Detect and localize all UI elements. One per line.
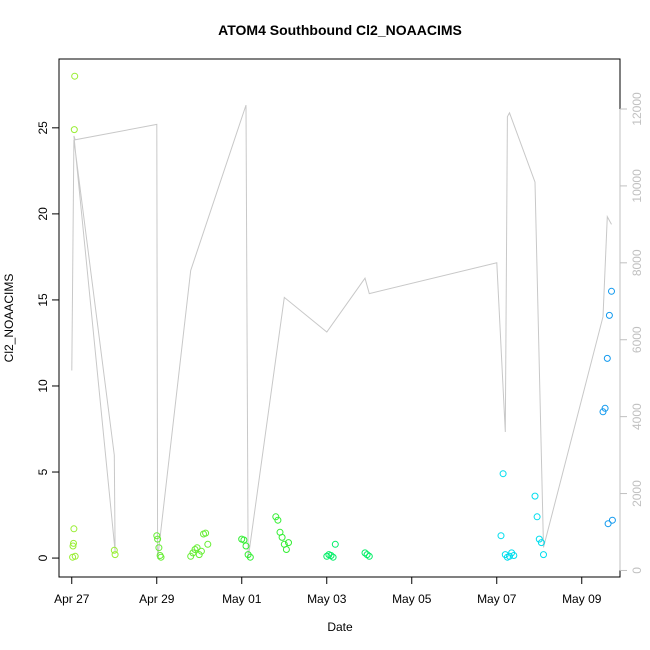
data-point — [204, 540, 212, 548]
data-point — [601, 404, 609, 412]
data-point — [272, 513, 280, 521]
data-point — [70, 126, 78, 134]
data-point — [157, 553, 165, 561]
y-axis-label: Cl2_NOAACIMS — [2, 274, 16, 363]
data-point — [278, 533, 286, 541]
data-point — [69, 542, 77, 550]
y-tick-label: 20 — [36, 207, 50, 221]
chart-title: ATOM4 Southbound Cl2_NOAACIMS — [218, 22, 462, 38]
data-point — [153, 532, 161, 540]
data-point — [608, 287, 615, 295]
data-point — [193, 544, 201, 552]
data-point — [540, 551, 547, 559]
y-axis-left: 0 5 10 15 20 25 — [36, 121, 60, 561]
data-point — [506, 552, 513, 560]
y-right-tick-label: 8000 — [630, 249, 644, 276]
data-point — [331, 540, 339, 548]
data-point — [246, 553, 254, 561]
data-point — [154, 535, 162, 543]
data-point — [599, 408, 607, 416]
data-point — [604, 520, 612, 528]
data-point — [510, 552, 518, 559]
x-tick-label: Apr 29 — [139, 592, 175, 606]
data-point — [497, 532, 505, 540]
data-point — [533, 513, 541, 521]
data-point — [110, 546, 118, 554]
data-point — [499, 470, 507, 478]
x-tick-label: May 09 — [562, 592, 602, 606]
data-point — [189, 549, 197, 557]
data-point — [535, 535, 543, 543]
data-point — [361, 549, 369, 557]
data-point — [603, 354, 611, 362]
data-points — [69, 72, 616, 561]
data-point — [285, 539, 292, 547]
y-tick-label: 10 — [36, 379, 50, 393]
data-point — [605, 311, 613, 319]
y-right-tick-label: 6000 — [630, 326, 644, 353]
y-right-tick-label: 10000 — [630, 169, 644, 203]
y-tick-label: 5 — [36, 468, 50, 475]
y-right-tick-label: 2000 — [630, 480, 644, 507]
data-point — [202, 529, 210, 537]
y-tick-label: 25 — [36, 121, 50, 135]
y-axis-right: 0 2000 4000 6000 8000 10000 12000 — [619, 92, 644, 574]
data-point — [329, 553, 337, 561]
x-tick-label: May 07 — [477, 592, 517, 606]
data-point — [197, 547, 205, 555]
data-point — [242, 542, 250, 550]
data-point — [608, 516, 616, 524]
y-right-tick-label: 12000 — [630, 92, 644, 126]
x-tick-label: May 03 — [307, 592, 347, 606]
data-point — [240, 536, 248, 544]
data-point — [71, 552, 79, 560]
data-point — [327, 552, 335, 559]
data-point — [71, 72, 79, 80]
y-tick-label: 15 — [36, 293, 50, 307]
x-tick-label: May 01 — [222, 592, 262, 606]
data-point — [111, 551, 119, 559]
data-point — [191, 546, 199, 553]
data-point — [363, 551, 371, 559]
data-point — [274, 516, 282, 524]
data-point — [70, 525, 78, 533]
x-tick-label: Apr 27 — [54, 592, 90, 606]
y-right-tick-label: 0 — [630, 567, 644, 574]
data-point — [537, 539, 545, 547]
x-axis-label: Date — [327, 620, 353, 634]
x-axis: Apr 27 Apr 29 May 01 May 03 May 05 May 07 May … — [54, 576, 602, 606]
altitude-track — [71, 104, 612, 559]
data-point — [282, 546, 290, 553]
altitude-line — [71, 104, 612, 559]
y-right-tick-label: 4000 — [630, 403, 644, 430]
data-point — [155, 544, 163, 552]
data-point — [531, 492, 539, 500]
data-point — [365, 552, 373, 560]
x-tick-label: May 05 — [392, 592, 432, 606]
y-tick-label: 0 — [36, 554, 50, 561]
data-point — [70, 539, 77, 547]
